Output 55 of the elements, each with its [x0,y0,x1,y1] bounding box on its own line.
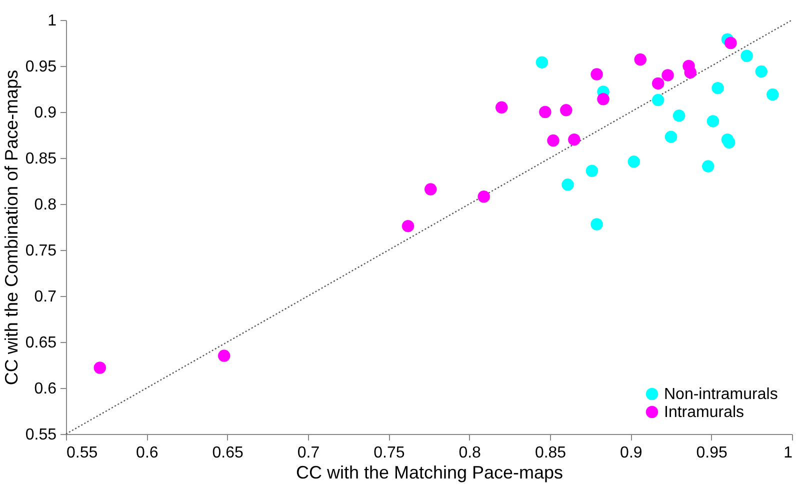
point [652,77,664,90]
point [766,88,779,101]
point [712,82,724,94]
point [424,183,437,196]
y-tick-label: 1 [48,12,57,30]
point [597,93,610,106]
point [706,115,720,128]
x-tick-label: 0.65 [212,444,244,462]
point [662,69,674,82]
x-tick-label: 0.55 [66,444,98,462]
point [560,104,572,116]
point [539,106,552,118]
x-tick-label: 0.85 [534,444,566,462]
point [94,362,106,374]
point [547,134,560,147]
point [218,350,230,362]
x-tick-label: 0.75 [374,444,405,462]
y-tick-label: 0.75 [25,242,57,260]
y-tick-label: 0.6 [34,380,57,398]
point [568,133,580,146]
point [740,50,753,62]
x-tick-label: 0.7 [297,444,320,462]
point [495,101,508,114]
y-tick-label: 0.85 [25,150,57,168]
y-tick-label: 0.7 [34,288,57,306]
point [702,160,714,172]
y-tick-label: 0.55 [25,426,57,444]
y-tick-label: 0.8 [34,196,57,214]
point [590,218,603,230]
point [755,65,768,78]
y-tick-label: 0.95 [25,58,57,76]
point [402,220,414,232]
y-tick-label: 0.9 [34,104,57,122]
point [562,178,574,191]
x-tick-label: 1 [784,444,793,462]
point [478,190,490,203]
point [664,130,678,143]
x-tick-label: 0.6 [136,444,158,462]
point [536,56,548,68]
point [634,53,646,66]
x-tick-label: 0.9 [620,444,642,462]
legend-label: Intramurals [664,404,744,421]
y-axis-title: CC with the Combination of Pace-maps [1,70,22,386]
point [724,36,737,50]
legend-label: Non-intramurals [664,386,778,403]
x-tick-label: 0.95 [696,444,728,462]
point [590,68,603,80]
point [722,136,736,148]
x-tick-label: 0.8 [458,444,482,462]
x-axis-title: CC with the Matching Pace-maps [296,462,564,482]
point [672,110,686,122]
y-tick-label: 0.65 [25,334,57,352]
point [586,164,598,177]
point [652,94,664,106]
point [628,156,640,168]
